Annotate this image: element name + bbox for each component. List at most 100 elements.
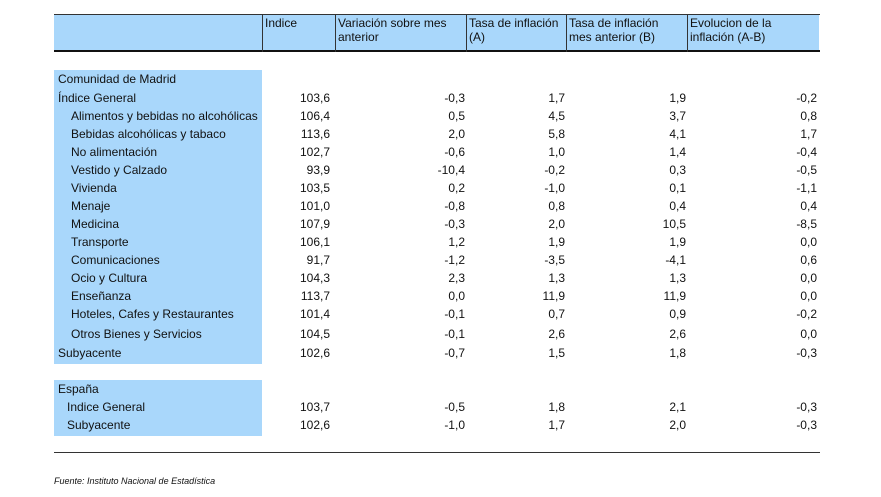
- cell-evolucion: 0,0: [800, 327, 817, 341]
- cell-indice: 103,5: [299, 181, 330, 195]
- row-label: Hoteles, Cafes y Restaurantes: [71, 307, 234, 321]
- cell-tasa-a: 4,5: [548, 109, 565, 123]
- madrid-label-band: [54, 70, 262, 364]
- header-tasa-a-line1: Tasa de inflación: [469, 16, 559, 30]
- cell-tasa-a: 2,6: [548, 327, 565, 341]
- row-label: Subyacente: [67, 418, 131, 432]
- cell-variacion: 0,2: [448, 181, 465, 195]
- cell-tasa-b: 10,5: [662, 217, 686, 231]
- cell-evolucion: -0,3: [796, 418, 817, 432]
- row-label: Menaje: [71, 199, 111, 213]
- cell-evolucion: -0,3: [796, 346, 817, 360]
- cell-evolucion: 0,0: [800, 289, 817, 303]
- cell-variacion: -0,8: [444, 199, 465, 213]
- cell-variacion: 2,0: [448, 127, 465, 141]
- header-separator: [566, 14, 567, 52]
- row-label: Bebidas alcohólicas y tabaco: [71, 127, 226, 141]
- row-label: Enseñanza: [71, 289, 132, 303]
- cell-variacion: -0,6: [444, 145, 465, 159]
- cell-tasa-b: 1,9: [669, 235, 686, 249]
- cell-tasa-b: 4,1: [669, 127, 686, 141]
- section-title-spain: España: [58, 382, 99, 396]
- header-variacion-line1: Variación sobre mes: [338, 16, 447, 30]
- cell-indice: 101,4: [299, 307, 330, 321]
- row-label: No alimentación: [71, 145, 158, 159]
- row-label: Vivienda: [71, 181, 117, 195]
- header-separator: [335, 14, 336, 52]
- row-label: Vestido y Calzado: [71, 163, 168, 177]
- row-label: Subyacente: [58, 346, 122, 360]
- source-note: Fuente: Instituto Nacional de Estadístic…: [54, 476, 216, 486]
- cell-variacion: -1,0: [444, 418, 465, 432]
- cell-variacion: 0,5: [448, 109, 465, 123]
- cell-tasa-b: 0,9: [669, 307, 686, 321]
- cell-tasa-a: -0,2: [544, 163, 565, 177]
- cell-evolucion: 0,0: [800, 271, 817, 285]
- table-header-band: [54, 14, 819, 52]
- header-top-rule: [54, 14, 820, 15]
- cell-tasa-a: 1,7: [548, 91, 565, 105]
- row-label: Ocio y Cultura: [71, 271, 148, 285]
- cell-indice: 91,7: [306, 253, 330, 267]
- cell-indice: 102,6: [299, 346, 330, 360]
- header-evolucion-line1: Evolucion de la: [690, 16, 772, 30]
- cell-evolucion: 0,4: [800, 199, 817, 213]
- cell-tasa-a: 1,7: [548, 418, 565, 432]
- cell-tasa-b: 0,4: [669, 199, 686, 213]
- cell-evolucion: -0,3: [796, 400, 817, 414]
- cell-variacion: -0,5: [444, 400, 465, 414]
- header-separator: [687, 14, 688, 52]
- header-variacion-line2: anterior: [338, 30, 379, 44]
- section-title-madrid: Comunidad de Madrid: [58, 72, 177, 86]
- row-label: Comunicaciones: [71, 253, 160, 267]
- cell-variacion: -0,7: [444, 346, 465, 360]
- cell-indice: 103,6: [299, 91, 330, 105]
- header-bottom-rule: [54, 50, 820, 52]
- cell-tasa-a: 2,0: [548, 217, 565, 231]
- cell-tasa-a: -1,0: [544, 181, 565, 195]
- cell-evolucion: 0,0: [800, 235, 817, 249]
- cell-tasa-b: 1,8: [669, 346, 686, 360]
- cell-indice: 113,7: [300, 289, 330, 303]
- row-label: Medicina: [71, 217, 120, 231]
- cell-tasa-b: 2,1: [669, 400, 686, 414]
- cell-variacion: -0,1: [444, 307, 465, 321]
- cell-tasa-a: 11,9: [542, 289, 565, 303]
- header-tasa-a-line2: (A): [469, 30, 485, 44]
- cell-tasa-b: 11,9: [663, 289, 686, 303]
- header-variacion: Variación sobre mes anterior: [338, 16, 447, 44]
- table-bottom-rule: [54, 452, 820, 453]
- cell-indice: 101,0: [299, 199, 330, 213]
- cell-indice: 113,6: [300, 127, 330, 141]
- cell-evolucion: -1,1: [796, 181, 817, 195]
- cell-indice: 107,9: [299, 217, 330, 231]
- cell-tasa-a: -3,5: [544, 253, 565, 267]
- cell-variacion: 0,0: [448, 289, 465, 303]
- cell-tasa-b: 3,7: [669, 109, 686, 123]
- cell-indice: 102,7: [299, 145, 330, 159]
- cell-variacion: 2,3: [448, 271, 465, 285]
- cell-evolucion: 0,8: [800, 109, 817, 123]
- row-label: Alimentos y bebidas no alcohólicas: [71, 109, 258, 123]
- cell-evolucion: 0,6: [800, 253, 817, 267]
- cell-variacion: -0,3: [444, 217, 465, 231]
- cell-tasa-a: 0,8: [548, 199, 565, 213]
- cell-indice: 104,5: [299, 327, 330, 341]
- header-evolucion: Evolucion de la inflación (A-B): [690, 16, 771, 44]
- cell-tasa-a: 1,8: [548, 400, 565, 414]
- cell-variacion: -10,4: [437, 163, 465, 177]
- cell-indice: 103,7: [299, 400, 330, 414]
- cell-evolucion: -0,2: [796, 307, 817, 321]
- cell-evolucion: -8,5: [796, 217, 817, 231]
- row-label: Índice General: [58, 91, 137, 105]
- spain-label-band: [54, 380, 262, 436]
- header-tasa-b-line2: mes anterior (B): [569, 30, 656, 44]
- cell-tasa-b: 1,9: [669, 91, 686, 105]
- cell-tasa-a: 1,5: [548, 346, 565, 360]
- cell-tasa-b: 2,0: [669, 418, 686, 432]
- cell-tasa-a: 5,8: [548, 127, 565, 141]
- row-label: Transporte: [71, 235, 129, 249]
- cell-tasa-b: -4,1: [665, 253, 686, 267]
- cell-variacion: -0,1: [444, 327, 465, 341]
- row-label: Indice General: [67, 400, 146, 414]
